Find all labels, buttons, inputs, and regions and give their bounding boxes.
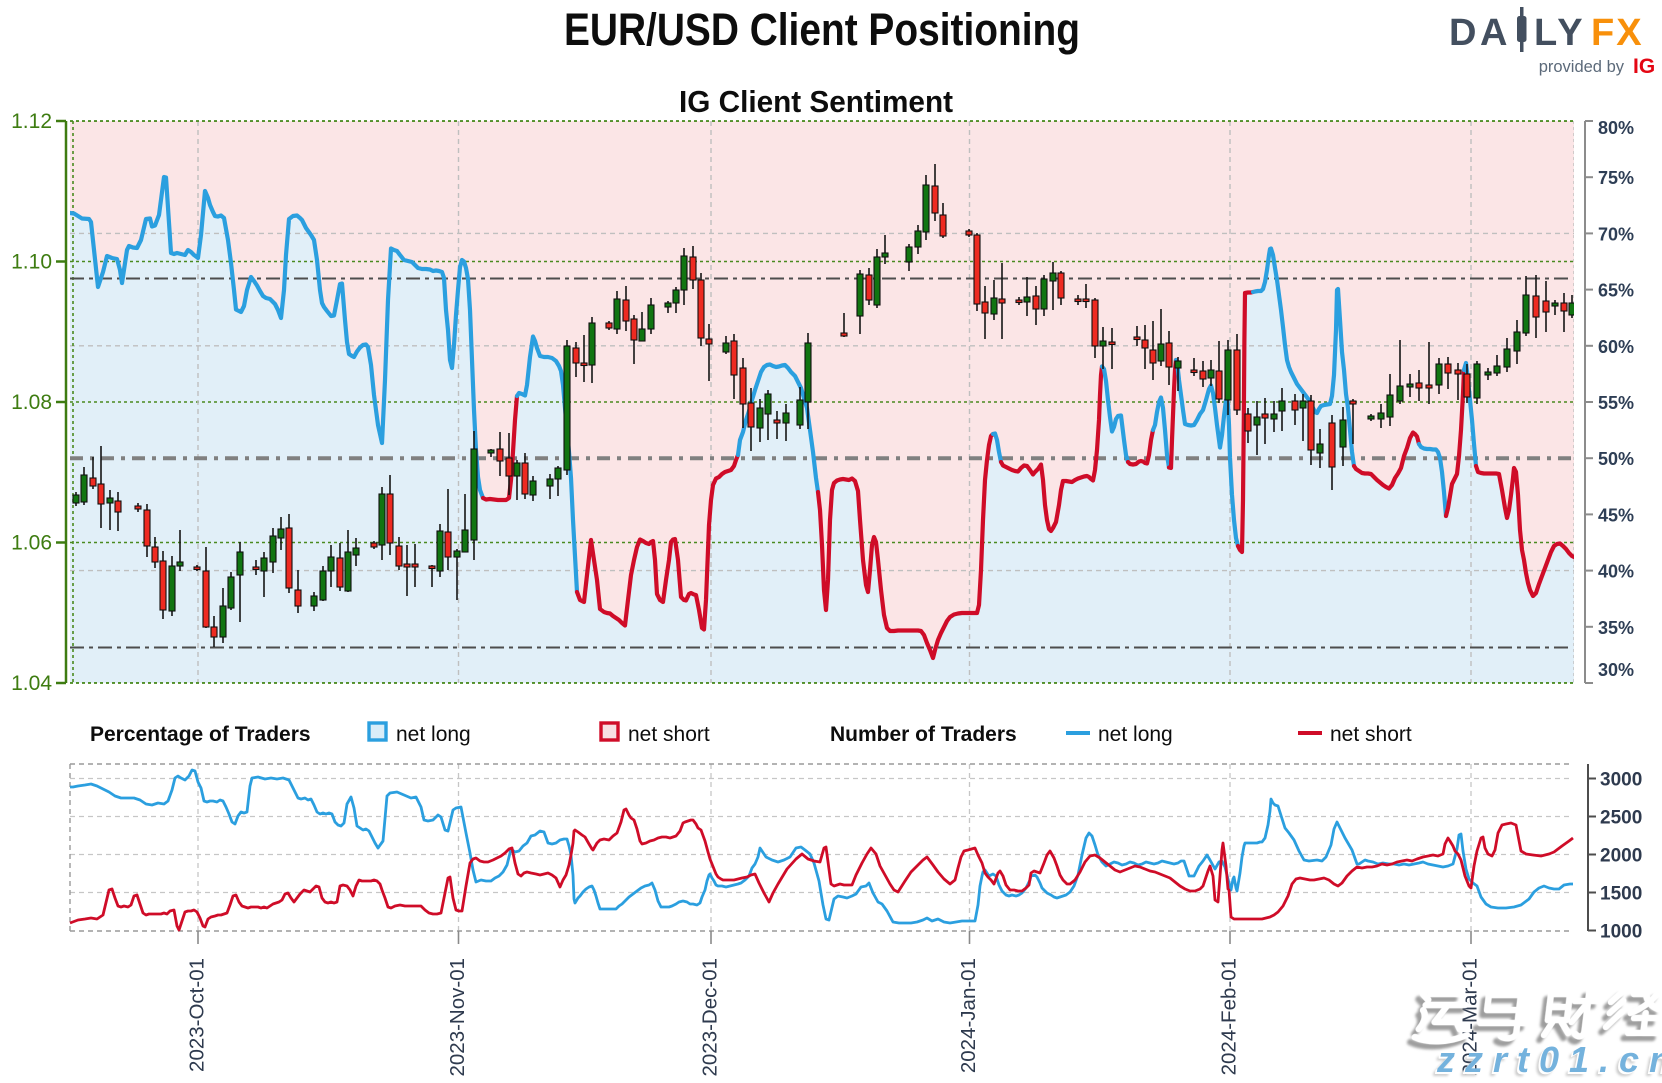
svg-text:2024-Jan-01: 2024-Jan-01 [957, 958, 980, 1073]
svg-text:2500: 2500 [1600, 808, 1642, 829]
svg-text:2023-Oct-01: 2023-Oct-01 [185, 958, 208, 1072]
svg-text:zzrt01.cn: zzrt01.cn [1432, 1043, 1662, 1083]
svg-text:75%: 75% [1598, 168, 1634, 188]
svg-text:45%: 45% [1598, 505, 1634, 525]
svg-text:65%: 65% [1598, 281, 1634, 301]
svg-text:2023-Dec-01: 2023-Dec-01 [698, 958, 721, 1077]
svg-text:net short: net short [1330, 723, 1412, 746]
svg-text:70%: 70% [1598, 224, 1634, 244]
svg-text:2024-Mar-01: 2024-Mar-01 [1458, 958, 1481, 1075]
svg-text:3000: 3000 [1600, 770, 1642, 791]
svg-text:1000: 1000 [1600, 922, 1642, 943]
svg-text:IG Client Sentiment: IG Client Sentiment [679, 84, 953, 119]
svg-text:1500: 1500 [1600, 884, 1642, 905]
svg-text:EUR/USD Client Positioning: EUR/USD Client Positioning [564, 4, 1080, 55]
svg-text:1.12: 1.12 [11, 110, 52, 133]
svg-text:net long: net long [1098, 723, 1173, 746]
svg-text:1.08: 1.08 [11, 391, 52, 414]
svg-text:55%: 55% [1598, 393, 1634, 413]
svg-text:zzrt01.cn: zzrt01.cn [1436, 1039, 1662, 1080]
svg-text:DA: DA [1449, 12, 1511, 54]
svg-text:60%: 60% [1598, 337, 1634, 357]
svg-text:Percentage of Traders: Percentage of Traders [90, 723, 311, 746]
svg-text:LY: LY [1534, 12, 1586, 54]
svg-text:net long: net long [396, 723, 471, 746]
svg-text:1.10: 1.10 [11, 251, 52, 274]
svg-text:35%: 35% [1598, 618, 1634, 638]
svg-text:net short: net short [628, 723, 710, 746]
svg-text:40%: 40% [1598, 562, 1634, 582]
svg-text:2024-Feb-01: 2024-Feb-01 [1217, 958, 1240, 1075]
svg-text:2000: 2000 [1600, 846, 1642, 867]
svg-text:Number of Traders: Number of Traders [830, 723, 1017, 746]
svg-text:IG: IG [1633, 55, 1655, 78]
svg-text:30%: 30% [1598, 660, 1634, 680]
svg-text:50%: 50% [1598, 449, 1634, 469]
svg-text:2023-Nov-01: 2023-Nov-01 [446, 958, 469, 1077]
svg-text:zzrt01.cn: zzrt01.cn [1434, 1041, 1662, 1082]
svg-text:1.04: 1.04 [11, 672, 52, 695]
svg-text:1.06: 1.06 [11, 532, 52, 555]
svg-text:FX: FX [1591, 12, 1644, 54]
svg-text:80%: 80% [1598, 118, 1634, 138]
svg-text:provided by: provided by [1539, 58, 1625, 76]
